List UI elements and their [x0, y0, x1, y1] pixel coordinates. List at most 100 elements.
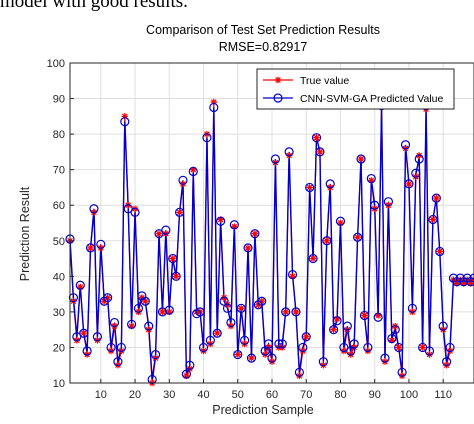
true-value-point [313, 134, 320, 141]
true-value-point [361, 312, 368, 319]
true-value-point [395, 344, 402, 351]
predicted-value-point [144, 321, 154, 331]
y-tick-label: 60 [53, 200, 65, 212]
predicted-value-point [195, 307, 205, 317]
predicted-value-point [346, 346, 356, 356]
predicted-value-point [407, 303, 417, 313]
predicted-value-point [424, 346, 435, 356]
predicted-value-point [305, 182, 315, 193]
predicted-value-point [404, 179, 414, 189]
chart-title: Comparison of Test Set Prediction Result… [146, 23, 380, 37]
x-tick-label: 100 [400, 389, 418, 401]
true-value-point [309, 255, 317, 262]
predicted-value-point [120, 117, 130, 127]
true-value-point [354, 234, 361, 241]
predicted-value-point [277, 339, 287, 349]
predicted-value-point [263, 339, 274, 349]
predicted-value-point [181, 369, 192, 379]
true-value-point [214, 330, 221, 337]
predicted-value-point [397, 367, 407, 377]
true-value-point [142, 298, 149, 305]
predicted-value-point [260, 346, 270, 356]
chart-subtitle: RMSE=0.82917 [219, 40, 308, 54]
predicted-value-point [267, 353, 277, 363]
true-value-point [436, 248, 443, 255]
predicted-value-point [212, 328, 222, 338]
predicted-value-point [92, 332, 102, 342]
predicted-value-point [89, 204, 99, 214]
predicted-value-point [342, 321, 352, 331]
predicted-value-point [185, 360, 195, 370]
predicted-value-point [311, 133, 322, 143]
legend-true-asterisk [274, 76, 282, 84]
x-tick-label: 60 [266, 389, 278, 401]
predicted-value-point [171, 271, 181, 281]
y-tick-label: 50 [53, 236, 65, 248]
predicted-value-point [164, 305, 174, 315]
predicted-value-point [329, 325, 339, 335]
predicted-value-point [284, 147, 294, 157]
series-layer [65, 98, 474, 387]
predicted-value-point [157, 307, 168, 317]
predicted-value-point [109, 317, 120, 328]
predicted-value-point [442, 357, 452, 367]
predicted-value-point [308, 253, 318, 264]
predicted-value-point [168, 253, 178, 264]
predicted-value-point [250, 229, 260, 239]
y-axis-label: Prediction Result [18, 186, 32, 281]
predicted-value-point [322, 236, 332, 246]
x-tick-label: 30 [163, 389, 175, 401]
predicted-value-point [174, 207, 185, 217]
predicted-value-point [387, 333, 397, 344]
y-tick-label: 30 [53, 307, 65, 319]
y-tick-label: 10 [53, 378, 65, 390]
predicted-value-point [205, 335, 215, 345]
predicted-value-point [150, 349, 161, 360]
true-value-point [176, 209, 183, 216]
true-value-point [155, 230, 163, 237]
x-tick-label: 50 [232, 389, 244, 401]
true-value-point [159, 308, 166, 316]
predicted-value-point [96, 239, 106, 249]
true-value-point [251, 230, 259, 237]
predicted-value-point [130, 207, 140, 217]
predicted-value-point [325, 179, 335, 189]
predicted-value-point [79, 328, 89, 338]
true-value-point [169, 255, 176, 262]
true-value-point [419, 344, 426, 351]
predicted-value-point [281, 307, 291, 317]
predicted-value-point [226, 317, 236, 328]
predicted-value-point [291, 307, 301, 317]
predicted-value-point [202, 133, 212, 143]
predicted-value-point [127, 319, 137, 329]
predicted-value-point [431, 193, 441, 203]
predicted-value-point [246, 353, 257, 363]
true-value-point [282, 308, 289, 316]
predicted-value-point [216, 216, 226, 226]
predicted-value-point [445, 342, 455, 353]
predicted-value-point [161, 225, 171, 235]
predicted-value-point [363, 342, 373, 353]
predicted-value-point [103, 293, 113, 303]
true-value-point [323, 237, 330, 244]
predicted-value-point [233, 349, 243, 360]
predicted-value-point [359, 310, 370, 321]
y-tick-label: 90 [53, 94, 65, 106]
predicted-value-point [294, 367, 304, 377]
true-value-point [234, 351, 241, 358]
predicted-value-point [352, 232, 363, 242]
predicted-value-point [68, 293, 79, 303]
true-value-point [429, 216, 437, 223]
predicted-value-point [438, 321, 448, 331]
predicted-value-point [209, 102, 219, 113]
true-value-point [357, 155, 365, 163]
predicted-value-point [82, 346, 92, 356]
predicted-value-point [435, 246, 445, 257]
true-value-point [248, 354, 255, 362]
true-value-point [433, 194, 440, 202]
y-tick-label: 40 [53, 271, 65, 283]
legend-true-marker [274, 76, 282, 84]
axis-ticks: 10 20 30 40 50 60 70 80 90 100 110 10 20 30 40 50 60 70 80… [47, 58, 452, 401]
true-value-point [244, 244, 252, 252]
